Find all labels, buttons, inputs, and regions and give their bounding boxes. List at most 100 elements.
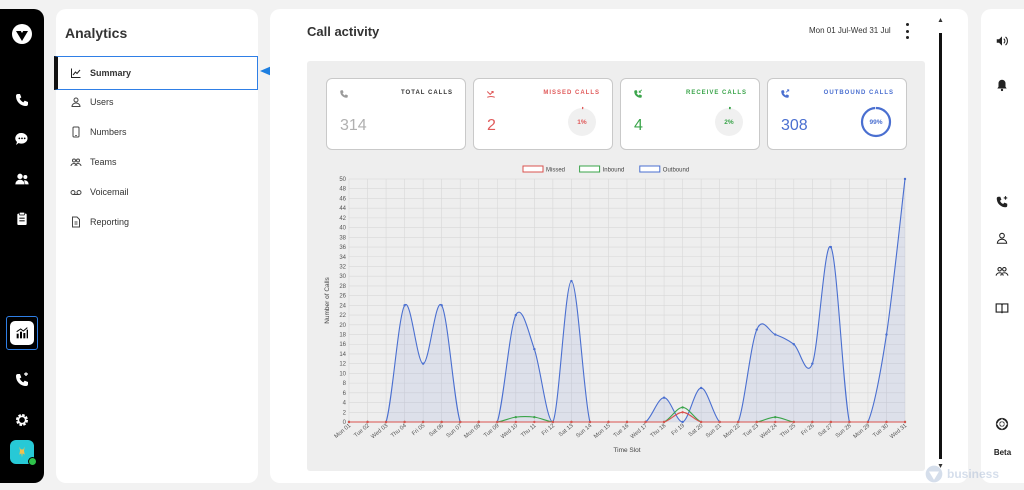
nav-item-label: Reporting	[90, 217, 130, 227]
user-avatar[interactable]	[10, 440, 37, 466]
data-point-outbound	[662, 396, 666, 399]
nav-item-users[interactable]: Users	[56, 87, 258, 117]
notepad-icon[interactable]	[7, 204, 37, 234]
x-tick-label: Sun 28	[835, 423, 853, 439]
scroll-down-icon[interactable]	[938, 463, 943, 469]
bell-icon[interactable]	[992, 75, 1012, 95]
legend-label: Missed	[546, 168, 565, 174]
y-tick-label: 10	[339, 371, 346, 377]
data-point-missed	[588, 420, 592, 424]
user-icon	[71, 97, 81, 107]
data-point-missed	[774, 420, 777, 424]
x-tick-label: Sat 06	[428, 423, 445, 438]
brand-watermark: business	[924, 464, 999, 484]
y-tick-label: 48	[339, 187, 346, 193]
speaker-icon[interactable]	[992, 31, 1012, 51]
user-icon[interactable]	[992, 228, 1012, 248]
data-point-outbound	[421, 362, 425, 365]
y-tick-label: 18	[339, 333, 346, 339]
x-tick-label: Wed 03	[370, 423, 389, 440]
data-point-missed	[662, 420, 666, 424]
brand-text: business	[947, 467, 1000, 481]
nav-item-summary[interactable]: Summary	[54, 56, 258, 90]
data-point-outbound	[829, 245, 833, 249]
missed-percent-gauge: 1%	[566, 106, 598, 138]
call-forward-icon[interactable]	[7, 365, 37, 395]
legend-label: Outbound	[663, 168, 689, 174]
group-icon[interactable]	[992, 261, 1012, 281]
percent-label: 2%	[724, 118, 734, 126]
data-point-missed	[755, 420, 758, 424]
x-tick-label: Tue 16	[613, 423, 631, 439]
nav-item-numbers[interactable]: Numbers	[56, 117, 258, 147]
card-title: RECEIVE CALLS	[685, 90, 747, 96]
legend-swatch-missed	[522, 165, 544, 173]
more-options-icon[interactable]	[904, 23, 910, 39]
settings-gear-icon[interactable]	[7, 405, 37, 435]
x-tick-label: Tue 30	[872, 423, 890, 439]
data-point-missed	[866, 420, 870, 424]
data-point-outbound	[681, 420, 684, 424]
x-tick-label: Tue 02	[353, 423, 371, 439]
data-point-outbound	[811, 362, 814, 365]
x-tick-label: Thu 25	[779, 423, 797, 439]
scroll-up-icon[interactable]	[938, 17, 943, 23]
data-point-missed	[625, 420, 629, 424]
card-value: 4	[634, 117, 643, 134]
x-tick-label: Sat 20	[688, 423, 705, 438]
nav-item-reporting[interactable]: Reporting	[56, 207, 258, 237]
x-tick-label: Fri 19	[671, 423, 686, 437]
data-point-missed	[644, 420, 647, 424]
y-tick-label: 8	[343, 381, 347, 387]
outgoing-call-icon	[781, 89, 790, 98]
x-tick-label: Wed 10	[500, 423, 519, 440]
brand-logo-icon	[925, 465, 943, 483]
scrollbar-thumb[interactable]	[939, 33, 942, 459]
analytics-nav-button[interactable]	[6, 316, 38, 350]
y-tick-label: 24	[339, 303, 346, 309]
help-lifebuoy-icon[interactable]	[992, 414, 1012, 434]
page-title: Call activity	[307, 24, 380, 39]
vertical-scrollbar[interactable]	[938, 17, 943, 469]
series-area-outbound	[349, 179, 905, 422]
data-point-missed	[366, 420, 369, 424]
date-range-picker[interactable]: Mon 01 Jul-Wed 31 Jul	[809, 26, 891, 35]
data-point-outbound	[755, 328, 758, 331]
nav-item-label: Voicemail	[90, 187, 129, 197]
percent-label: 1%	[577, 118, 587, 126]
y-tick-label: 32	[339, 264, 346, 270]
phone-icon	[340, 90, 348, 98]
percent-label: 99%	[869, 118, 883, 126]
card-title: TOTAL CALLS	[401, 90, 453, 96]
data-point-missed	[811, 420, 814, 424]
data-point-inbound	[681, 406, 684, 409]
receive-percent-gauge: 2%	[713, 106, 745, 138]
y-tick-label: 26	[339, 294, 346, 300]
data-point-missed	[792, 420, 795, 424]
data-point-outbound	[440, 304, 443, 307]
y-tick-label: 6	[343, 391, 347, 397]
add-call-icon[interactable]	[992, 192, 1012, 212]
data-point-outbound	[885, 333, 888, 336]
legend-label: Inbound	[603, 168, 625, 174]
y-tick-label: 44	[339, 206, 346, 212]
x-tick-label: Mon 22	[723, 423, 742, 440]
app-logo-icon[interactable]	[7, 19, 37, 49]
outbound-calls-card: OUTBOUND CALLS 308 99%	[767, 78, 907, 150]
phone-icon[interactable]	[7, 85, 37, 115]
chat-icon[interactable]	[7, 124, 37, 154]
nav-item-teams[interactable]: Teams	[56, 147, 258, 177]
voicemail-icon	[70, 190, 82, 195]
data-point-outbound	[792, 343, 795, 346]
total-calls-card: TOTAL CALLS 314	[326, 78, 466, 150]
data-point-outbound	[570, 279, 573, 283]
nav-item-voicemail[interactable]: Voicemail	[56, 177, 258, 207]
book-icon[interactable]	[992, 298, 1012, 318]
data-point-missed	[699, 420, 703, 424]
data-point-inbound	[774, 415, 777, 419]
contacts-icon[interactable]	[7, 164, 37, 194]
x-tick-label: Sun 07	[446, 423, 464, 439]
x-tick-label: Wed 24	[759, 422, 779, 440]
x-tick-label: Wed 31	[889, 423, 908, 440]
card-title: OUTBOUND CALLS	[823, 90, 894, 96]
